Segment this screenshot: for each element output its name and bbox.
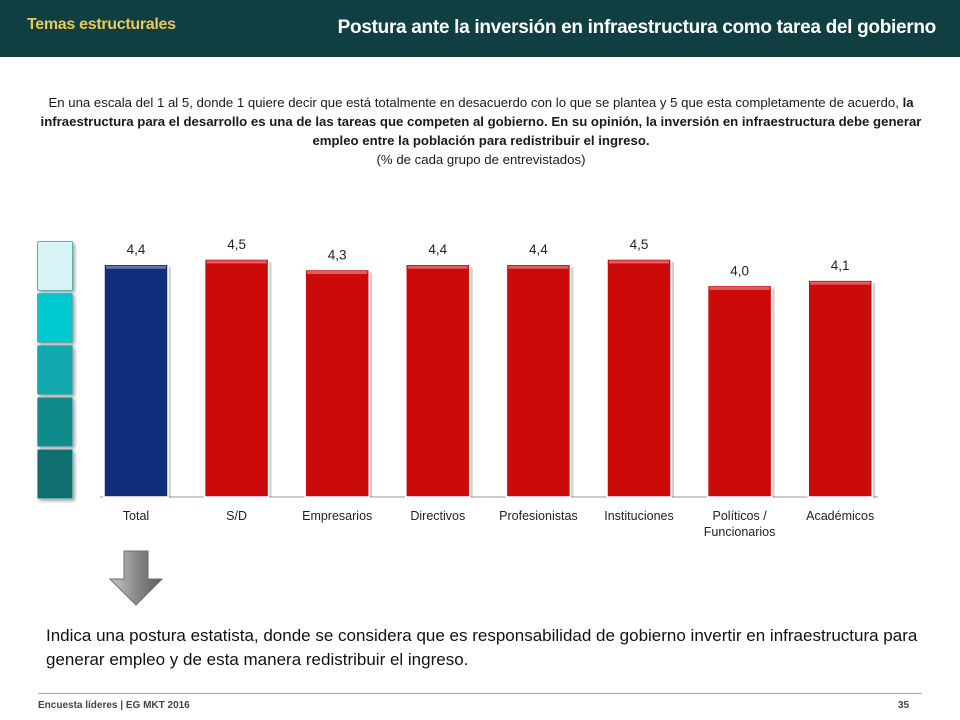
- bar-pol-ticos-funcionarios: [706, 284, 773, 498]
- data-label: 4,3: [328, 248, 347, 263]
- data-label: 4,4: [529, 242, 548, 257]
- scale-legend-block: [37, 345, 73, 395]
- x-tick-label: Total: [123, 509, 149, 523]
- header-bar: Temas estructurales Postura ante la inve…: [0, 0, 960, 57]
- down-arrow-icon: [108, 550, 164, 606]
- footer-source: Encuesta líderes | EG MKT 2016: [38, 700, 190, 711]
- section-tag: Temas estructurales: [27, 16, 176, 33]
- bar-highlight: [106, 265, 166, 269]
- bar-empresarios: [304, 268, 370, 498]
- data-label: 4,4: [127, 242, 146, 257]
- bar-highlight: [407, 265, 468, 269]
- bar-s-d: [203, 258, 270, 498]
- bar-instituciones: [606, 258, 672, 498]
- x-tick-label: Académicos: [806, 509, 874, 523]
- question-statement: la infraestructura para el desarrollo es…: [40, 95, 922, 148]
- bar-total: [103, 263, 169, 498]
- x-tick-label: Profesionistas: [499, 509, 578, 523]
- bar-highlight: [307, 271, 368, 275]
- data-label: 4,0: [730, 263, 749, 278]
- x-tick-label: Empresarios: [302, 509, 372, 523]
- x-tick-label: Directivos: [410, 509, 465, 523]
- bar-acad-micos: [807, 279, 873, 498]
- page-number: 35: [898, 700, 910, 711]
- bar-highlight: [206, 260, 267, 264]
- scale-legend-block: [37, 449, 73, 499]
- bar-highlight: [810, 281, 871, 285]
- x-tick-label: Instituciones: [604, 509, 673, 523]
- conclusion-text: Indica una postura estatista, donde se c…: [46, 626, 918, 669]
- data-label: 4,4: [428, 242, 447, 257]
- x-tick-label: Políticos /: [713, 509, 768, 523]
- x-tick-label: S/D: [226, 509, 247, 523]
- bar-directivos: [405, 263, 471, 498]
- question-intro: En una escala del 1 al 5, donde 1 quiere…: [48, 95, 899, 110]
- footer-divider: [38, 693, 922, 694]
- slide-title: Postura ante la inversión en infraestruc…: [337, 17, 937, 38]
- bar-profesionistas: [505, 263, 572, 498]
- x-tick-label: Funcionarios: [704, 525, 776, 539]
- scale-legend: [37, 241, 73, 501]
- scale-legend-block: [37, 241, 73, 291]
- question-text: En una escala del 1 al 5, donde 1 quiere…: [36, 93, 926, 169]
- data-label: 4,5: [227, 237, 246, 252]
- bar-highlight: [508, 265, 569, 269]
- bar-highlight: [709, 286, 770, 290]
- bar-highlight: [609, 260, 669, 264]
- scale-legend-block: [37, 293, 73, 343]
- question-note: (% de cada grupo de entrevistados): [376, 152, 586, 167]
- data-label: 4,5: [630, 237, 649, 252]
- data-label: 4,1: [831, 258, 850, 273]
- scale-legend-block: [37, 397, 73, 447]
